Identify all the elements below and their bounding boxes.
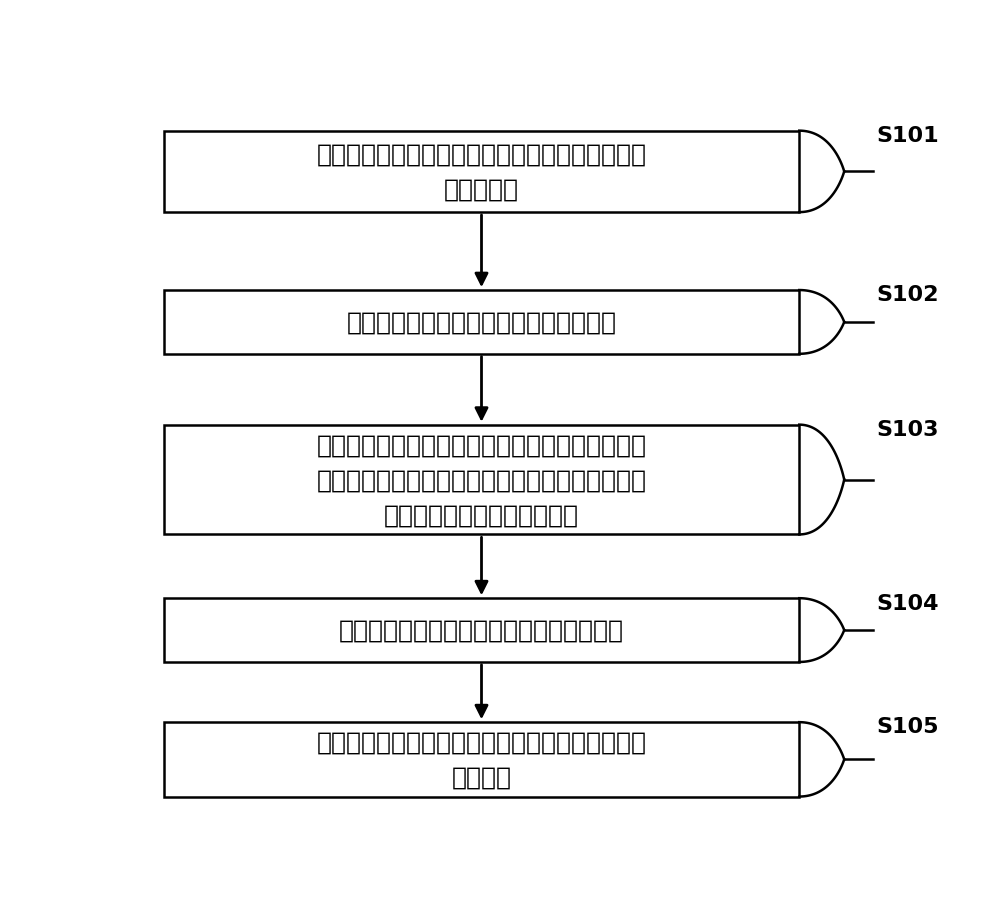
Text: S105: S105 xyxy=(877,717,939,737)
Text: S104: S104 xyxy=(877,593,939,613)
Text: 基于采集的三维地震数据进行地质统计学反演，圈
定覆岩探测区域的不同剖面覆岩破坏程度符合预设
标准的区域，作为待勘探区域: 基于采集的三维地震数据进行地质统计学反演，圈 定覆岩探测区域的不同剖面覆岩破坏程… xyxy=(316,433,646,528)
Bar xyxy=(164,131,799,213)
Bar xyxy=(164,722,799,797)
Bar xyxy=(164,425,799,535)
Text: S101: S101 xyxy=(877,126,939,146)
Bar xyxy=(164,598,799,663)
Text: 通过分析煎矿地质和水文、地质勘察资料，圈定覆
岩探测区域: 通过分析煎矿地质和水文、地质勘察资料，圈定覆 岩探测区域 xyxy=(316,142,646,202)
Text: S103: S103 xyxy=(877,419,939,439)
Text: 根据勘探结果对煎层覆岩裂隙发花范围及程度进行
动态分析: 根据勘探结果对煎层覆岩裂隙发花范围及程度进行 动态分析 xyxy=(316,730,646,789)
Text: S102: S102 xyxy=(877,285,939,305)
Bar xyxy=(164,290,799,355)
Text: 采集圈定的覆岩探测区域的三维地震数据: 采集圈定的覆岩探测区域的三维地震数据 xyxy=(347,311,616,335)
Text: 对待勘探区域进行钒孔雷达或钒孔电视勘探: 对待勘探区域进行钒孔雷达或钒孔电视勘探 xyxy=(339,618,624,642)
